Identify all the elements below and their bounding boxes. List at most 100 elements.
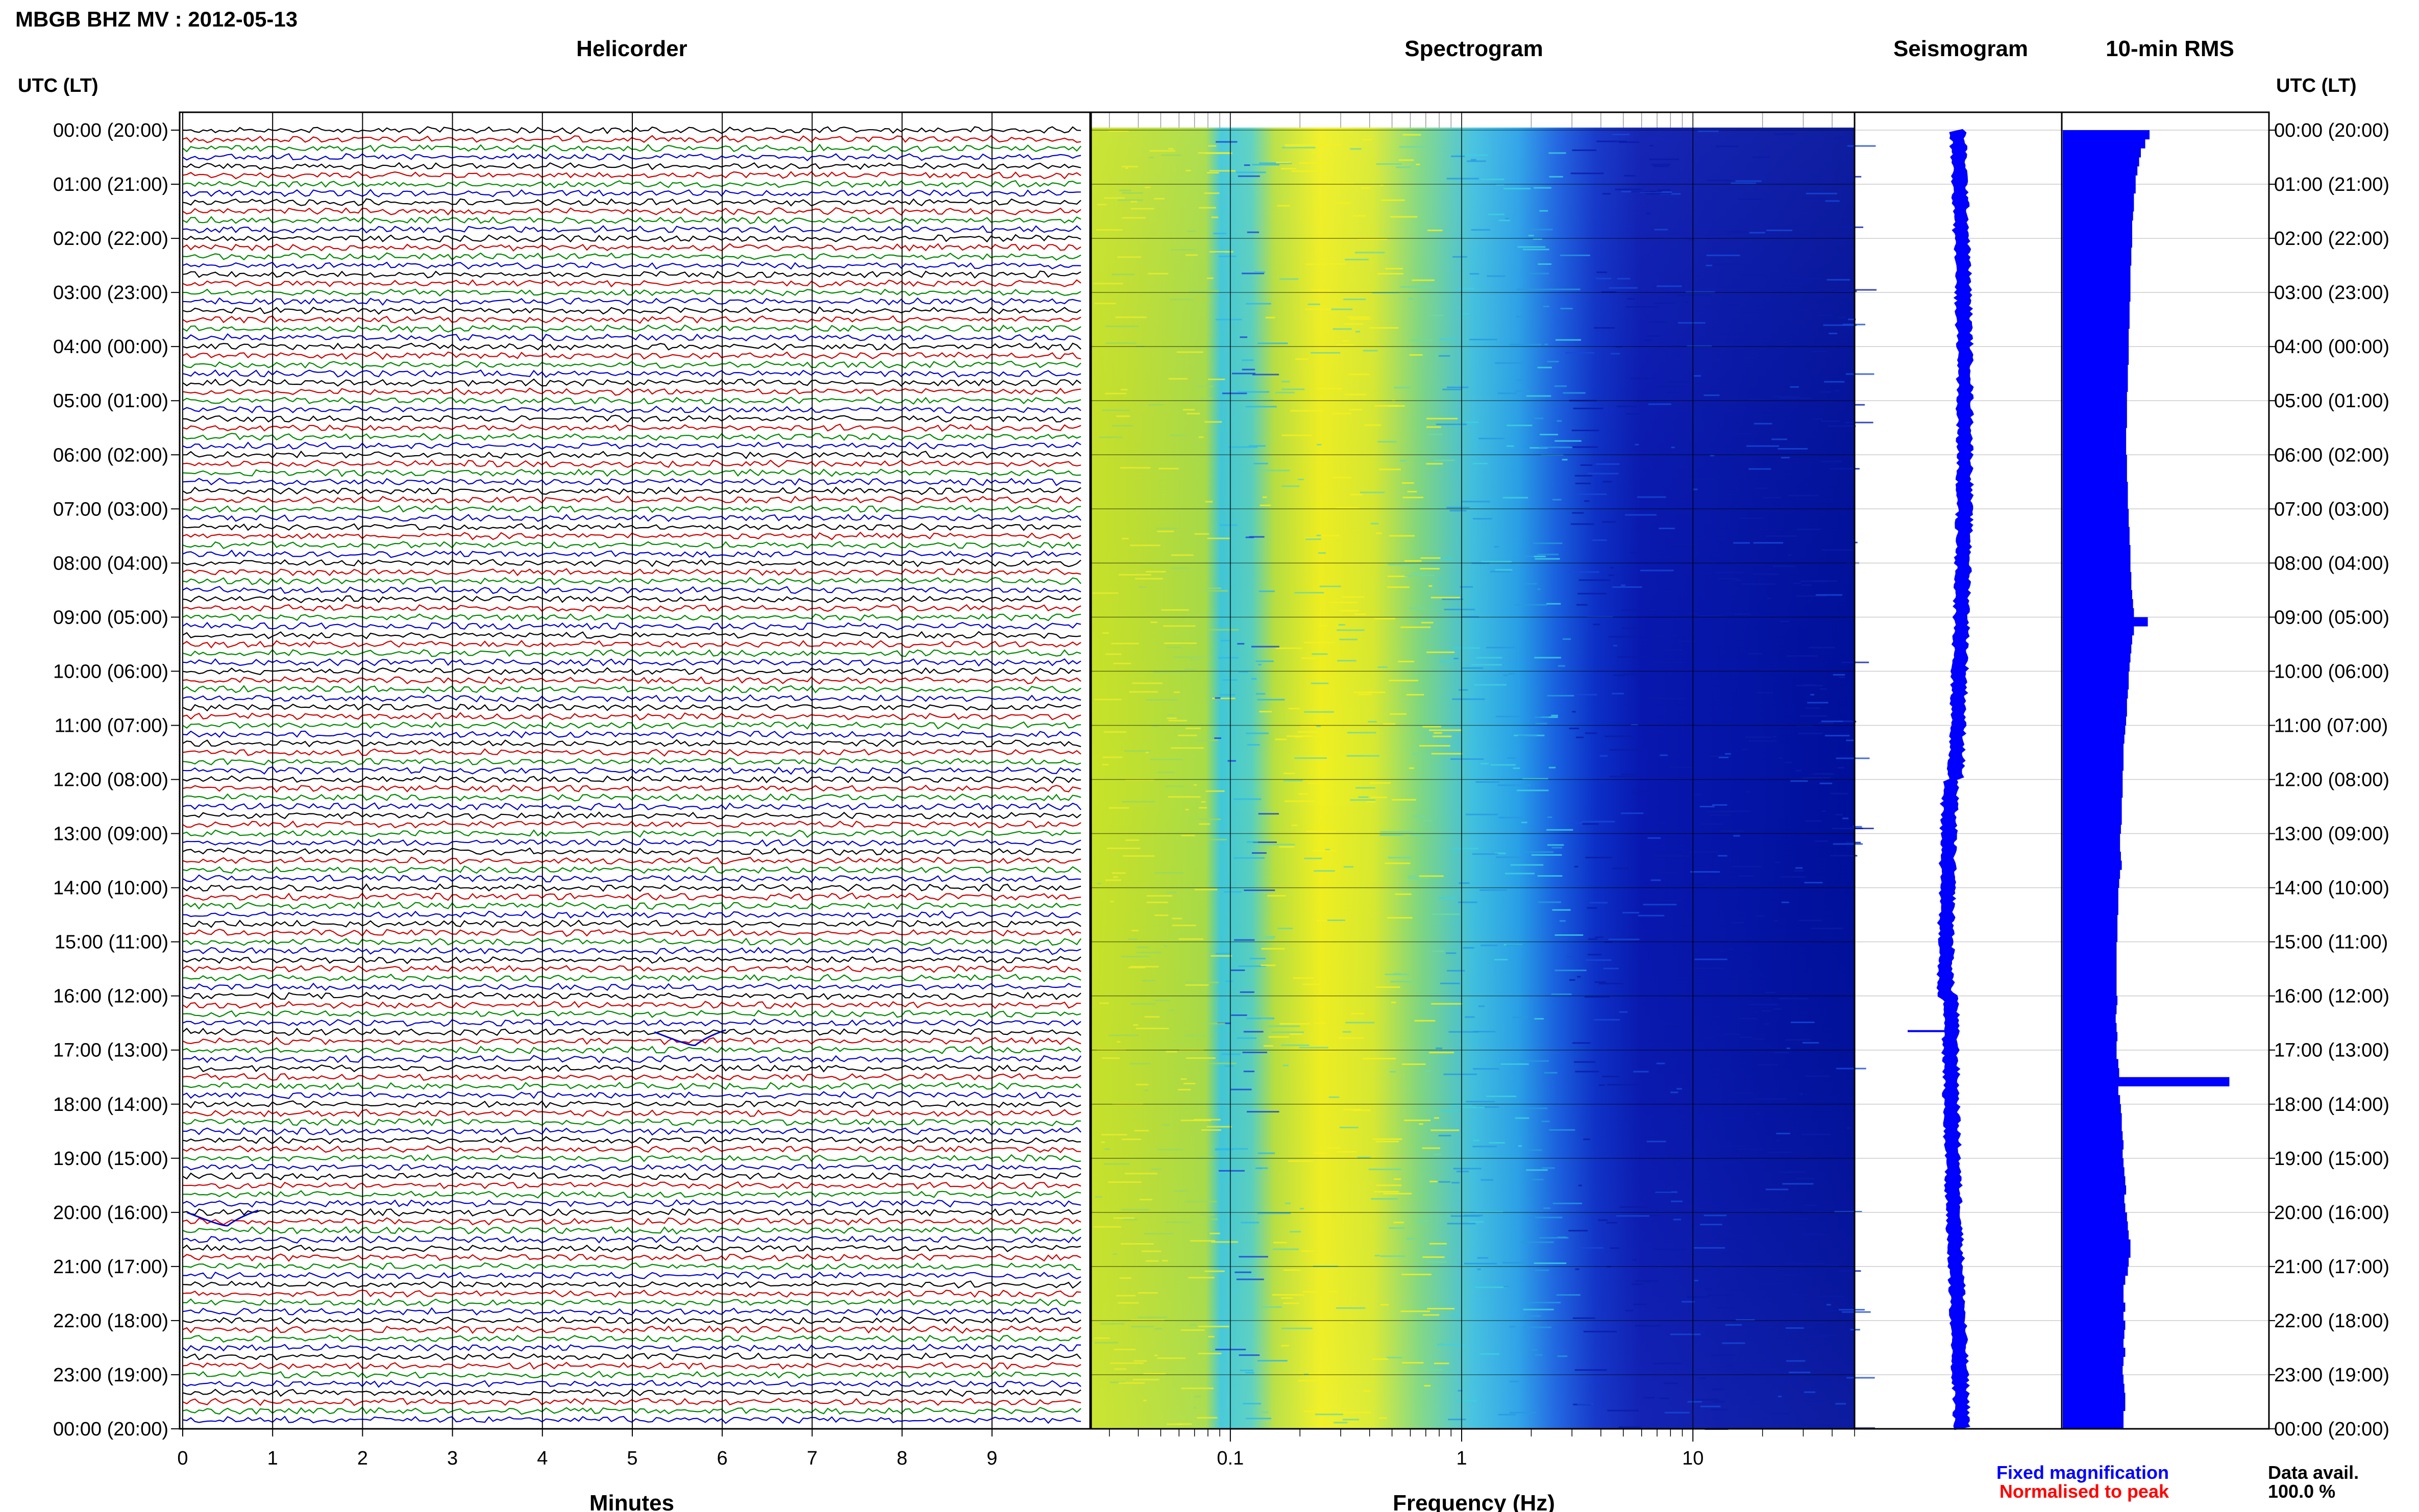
hour-tick-label: 04:00 (00:00) <box>53 336 168 358</box>
rms-bar <box>2063 680 2129 690</box>
rms-bar <box>2063 364 2128 374</box>
hour-tick-label: 00:00 (20:00) <box>53 1419 168 1440</box>
rms-bar <box>2063 455 2127 464</box>
rms-bar <box>2063 644 2132 654</box>
rms-bar <box>2063 797 2122 807</box>
hour-tick-label: 00:00 (20:00) <box>53 120 168 141</box>
rms-bar <box>2063 1284 2124 1294</box>
rms-bar <box>2063 1122 2122 1132</box>
hour-tick-label: 01:00 (21:00) <box>2274 174 2389 195</box>
rms-bar <box>2063 1339 2124 1348</box>
rms-bar <box>2063 743 2124 753</box>
rms-bar <box>2063 860 2122 870</box>
rms-bar <box>2063 274 2131 284</box>
rms-bar <box>2063 202 2134 212</box>
hour-tick-label: 16:00 (12:00) <box>2274 986 2389 1007</box>
rms-bar <box>2063 1023 2117 1032</box>
minute-tick-label: 5 <box>627 1448 637 1469</box>
rms-bar <box>2063 761 2124 771</box>
minute-tick-label: 7 <box>807 1448 818 1469</box>
rms-bar <box>2063 716 2127 726</box>
hour-tick-label: 15:00 (11:00) <box>55 932 168 953</box>
rms-bar <box>2063 671 2129 681</box>
hour-tick-label: 06:00 (02:00) <box>53 444 168 466</box>
rms-bar <box>2063 932 2118 943</box>
rms-bar <box>2063 1212 2127 1222</box>
rms-bar <box>2063 779 2123 789</box>
rms-bar <box>2063 355 2129 365</box>
rms-bar <box>2063 1221 2128 1231</box>
rms-bar <box>2063 725 2126 735</box>
rms-bar <box>2063 193 2134 203</box>
hour-tick-label: 06:00 (02:00) <box>2274 444 2389 466</box>
hour-tick-label: 11:00 (07:00) <box>2274 715 2388 736</box>
rms-bar <box>2063 978 2117 987</box>
rms-bar <box>2063 509 2129 518</box>
hour-tick-label: 18:00 (14:00) <box>53 1094 168 1116</box>
rms-bar <box>2063 1393 2126 1402</box>
rms-bar <box>2063 1086 2118 1096</box>
rms-bar <box>2063 337 2129 347</box>
rms-bar <box>2063 878 2119 888</box>
rms-bar <box>2063 1131 2123 1141</box>
rms-bar <box>2063 301 2130 311</box>
rms-bar <box>2063 770 2123 780</box>
rms-title: 10-min RMS <box>2106 36 2234 61</box>
frequency-axis-label: Frequency (Hz) <box>1393 1491 1555 1512</box>
rms-bar <box>2063 1383 2125 1393</box>
hour-tick-label: 21:00 (17:00) <box>2274 1256 2389 1278</box>
rms-bar <box>2063 1149 2123 1159</box>
hour-tick-label: 17:00 (13:00) <box>2274 1040 2389 1061</box>
hour-tick-label: 02:00 (22:00) <box>53 228 168 250</box>
rms-bar <box>2063 572 2132 582</box>
rms-bar <box>2063 1401 2126 1411</box>
rms-bar <box>2063 445 2127 455</box>
hour-tick-label: 10:00 (06:00) <box>53 661 168 682</box>
rms-bar <box>2063 842 2120 852</box>
rms-bar <box>2063 490 2128 501</box>
rms-bar <box>2063 1293 2124 1303</box>
rms-bar <box>2063 752 2124 762</box>
rms-bar <box>2063 220 2132 230</box>
frequency-tick-label: 10 <box>1682 1448 1704 1469</box>
rms-bar <box>2063 139 2145 148</box>
rms-bar <box>2063 436 2127 447</box>
seismogram-panel <box>1854 111 2063 1430</box>
rms-bar <box>2063 409 2127 419</box>
rms-bar <box>2063 247 2132 257</box>
rms-bar <box>2063 1203 2126 1213</box>
rms-bar <box>2063 310 2130 320</box>
hour-tick-label: 05:00 (01:00) <box>2274 390 2389 412</box>
hour-tick-label: 14:00 (10:00) <box>2274 878 2389 899</box>
rms-bar <box>2063 1032 2118 1042</box>
rms-bar <box>2063 1158 2124 1168</box>
rms-bar <box>2063 1113 2122 1123</box>
rms-bar <box>2063 1005 2117 1014</box>
hour-tick-label: 20:00 (16:00) <box>53 1202 168 1224</box>
hour-tick-label: 13:00 (09:00) <box>53 824 168 845</box>
hour-tick-label: 01:00 (21:00) <box>53 174 168 195</box>
hour-tick-label: 00:00 (20:00) <box>2274 1419 2389 1440</box>
hour-tick-label: 12:00 (08:00) <box>2274 770 2389 791</box>
hour-tick-label: 23:00 (19:00) <box>2274 1365 2389 1386</box>
rms-bar <box>2063 382 2128 392</box>
hour-tick-label: 13:00 (09:00) <box>2274 824 2389 845</box>
rms-bar <box>2063 851 2121 861</box>
rms-bar <box>2063 824 2121 834</box>
minute-tick-label: 4 <box>537 1448 548 1469</box>
rms-bar <box>2063 256 2132 266</box>
hour-tick-label: 04:00 (00:00) <box>2274 336 2389 358</box>
rms-bar <box>2063 1374 2124 1384</box>
rms-bar <box>2063 924 2118 933</box>
minute-tick-label: 0 <box>177 1448 188 1469</box>
rms-bar <box>2063 914 2118 924</box>
hour-tick-label: 07:00 (03:00) <box>2274 499 2389 520</box>
seismogram-title: Seismogram <box>1893 36 2028 61</box>
minute-tick-label: 2 <box>357 1448 368 1469</box>
rms-bar <box>2063 536 2130 546</box>
rms-bar <box>2063 707 2127 717</box>
rms-bar <box>2063 544 2131 555</box>
figure-title: MBGB BHZ MV : 2012-05-13 <box>15 7 298 31</box>
rms-bar <box>2063 1050 2117 1059</box>
